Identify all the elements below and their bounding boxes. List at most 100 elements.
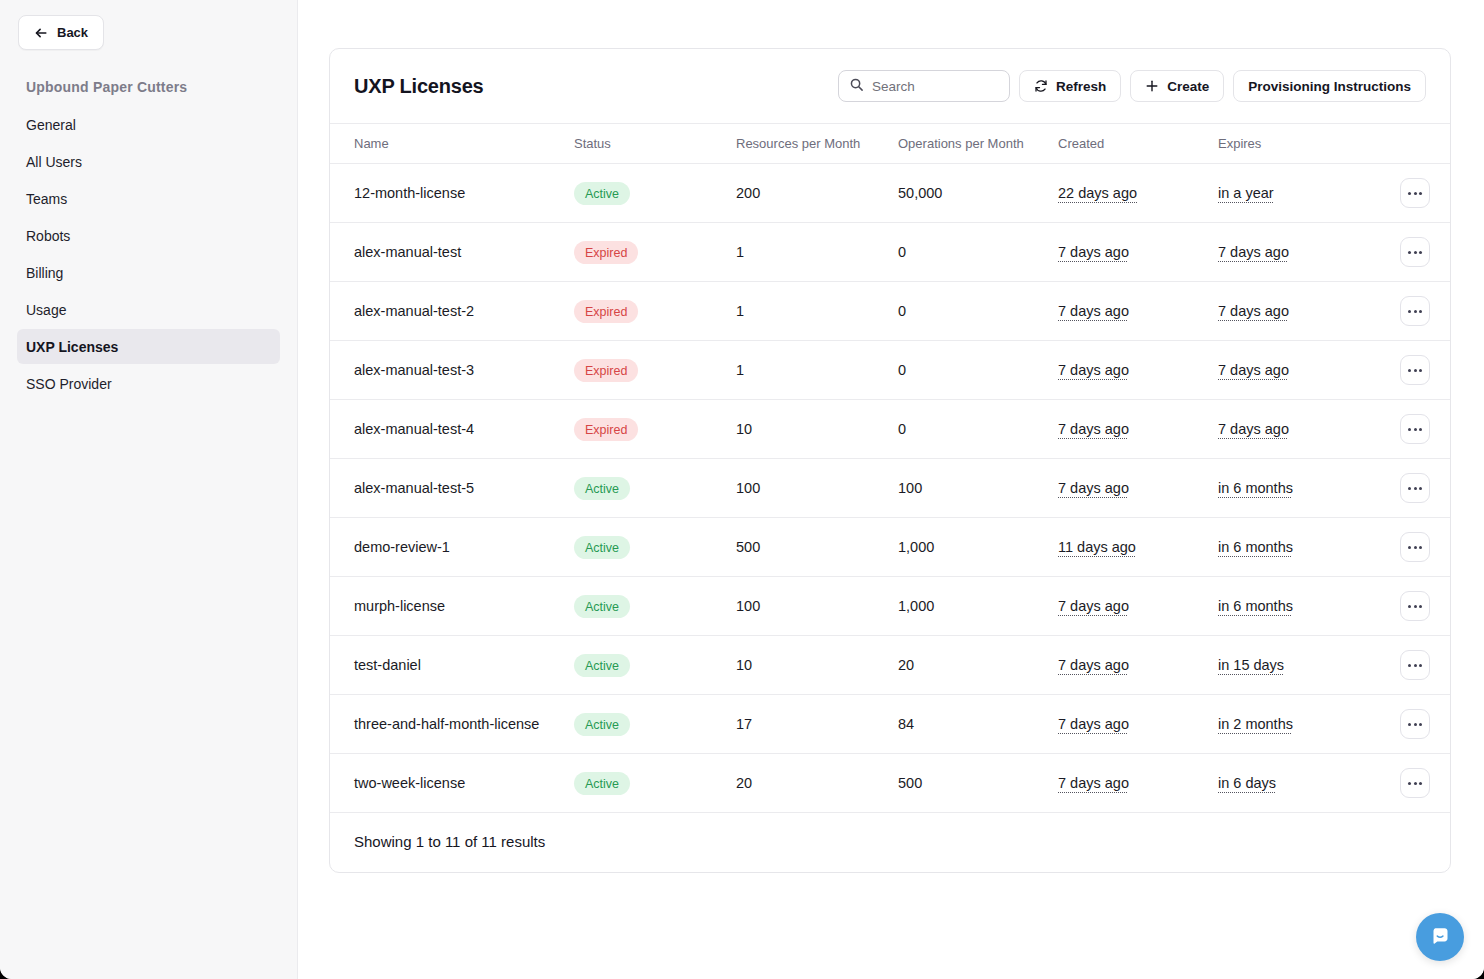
toolbar: Refresh Create Provisioning Instructions [838,70,1426,102]
resources-per-month-value: 500 [736,518,898,577]
search-input[interactable] [872,79,999,94]
expires-value: in 6 days [1218,775,1276,791]
status-badge: Active [574,182,630,205]
sidebar-item-label: All Users [26,154,82,170]
sidebar-item-teams[interactable]: Teams [17,181,280,216]
chat-widget-button[interactable] [1416,913,1464,961]
sidebar-nav: General All Users Teams Robots Billing U… [0,107,297,401]
created-value: 7 days ago [1058,657,1129,673]
ellipsis-icon [1408,428,1411,431]
license-name: alex-manual-test [330,223,574,282]
created-value: 7 days ago [1058,480,1129,496]
ellipsis-icon [1408,723,1411,726]
ellipsis-icon [1408,192,1411,195]
expires-value: in 6 months [1218,598,1293,614]
status-badge: Expired [574,241,638,264]
refresh-button[interactable]: Refresh [1019,70,1121,102]
arrow-left-icon [34,26,48,40]
status-badge: Active [574,772,630,795]
back-button[interactable]: Back [18,15,104,50]
row-actions-button[interactable] [1400,591,1430,621]
license-name: demo-review-1 [330,518,574,577]
create-button[interactable]: Create [1130,70,1224,102]
license-name: murph-license [330,577,574,636]
sidebar: Back Upbound Paper Cutters General All U… [0,0,298,979]
expires-value: in 2 months [1218,716,1293,732]
column-header-actions [1388,124,1451,164]
sidebar-item-usage[interactable]: Usage [17,292,280,327]
resources-per-month-value: 100 [736,459,898,518]
license-name: three-and-half-month-license [330,695,574,754]
resources-per-month-value: 10 [736,400,898,459]
sidebar-item-label: Billing [26,265,63,281]
operations-per-month-value: 84 [898,695,1058,754]
resources-per-month-value: 10 [736,636,898,695]
expires-value: 7 days ago [1218,244,1289,260]
operations-per-month-value: 50,000 [898,164,1058,223]
row-actions-button[interactable] [1400,237,1430,267]
row-actions-button[interactable] [1400,709,1430,739]
sidebar-item-all-users[interactable]: All Users [17,144,280,179]
sidebar-item-uxp-licenses[interactable]: UXP Licenses [17,329,280,364]
table-row: murph-license Active 100 1,000 7 days ag… [330,577,1451,636]
column-header-created: Created [1058,124,1218,164]
license-name: alex-manual-test-2 [330,282,574,341]
status-badge: Active [574,477,630,500]
created-value: 22 days ago [1058,185,1137,201]
created-value: 7 days ago [1058,421,1129,437]
column-header-operations: Operations per Month [898,124,1058,164]
created-value: 7 days ago [1058,775,1129,791]
row-actions-button[interactable] [1400,473,1430,503]
operations-per-month-value: 0 [898,341,1058,400]
created-value: 7 days ago [1058,716,1129,732]
status-badge: Active [574,536,630,559]
row-actions-button[interactable] [1400,178,1430,208]
status-badge: Expired [574,418,638,441]
expires-value: in 6 months [1218,539,1293,555]
row-actions-button[interactable] [1400,414,1430,444]
table-row: alex-manual-test-3 Expired 1 0 7 days ag… [330,341,1451,400]
sidebar-item-billing[interactable]: Billing [17,255,280,290]
app-window: Back Upbound Paper Cutters General All U… [0,0,1484,979]
row-actions-button[interactable] [1400,768,1430,798]
back-label: Back [57,25,88,40]
status-badge: Active [574,713,630,736]
license-name: alex-manual-test-5 [330,459,574,518]
operations-per-month-value: 500 [898,754,1058,813]
row-actions-button[interactable] [1400,650,1430,680]
sidebar-item-sso-provider[interactable]: SSO Provider [17,366,280,401]
resources-per-month-value: 100 [736,577,898,636]
table-row: 12-month-license Active 200 50,000 22 da… [330,164,1451,223]
license-name: alex-manual-test-3 [330,341,574,400]
license-name: test-daniel [330,636,574,695]
row-actions-button[interactable] [1400,532,1430,562]
status-badge: Expired [574,359,638,382]
table-header-row: Name Status Resources per Month Operatio… [330,124,1451,164]
search-box [838,70,1010,102]
sidebar-item-label: UXP Licenses [26,339,118,355]
operations-per-month-value: 100 [898,459,1058,518]
column-header-resources: Resources per Month [736,124,898,164]
table-row: demo-review-1 Active 500 1,000 11 days a… [330,518,1451,577]
status-badge: Active [574,654,630,677]
provisioning-instructions-button[interactable]: Provisioning Instructions [1233,70,1426,102]
licenses-table: Name Status Resources per Month Operatio… [330,123,1451,813]
ellipsis-icon [1408,310,1411,313]
table-row: three-and-half-month-license Active 17 8… [330,695,1451,754]
sidebar-item-general[interactable]: General [17,107,280,142]
sidebar-item-robots[interactable]: Robots [17,218,280,253]
resources-per-month-value: 1 [736,282,898,341]
row-actions-button[interactable] [1400,296,1430,326]
operations-per-month-value: 0 [898,282,1058,341]
table-row: alex-manual-test-2 Expired 1 0 7 days ag… [330,282,1451,341]
resources-per-month-value: 1 [736,223,898,282]
license-name: two-week-license [330,754,574,813]
provisioning-instructions-label: Provisioning Instructions [1248,79,1411,94]
created-value: 11 days ago [1058,539,1136,555]
licenses-card: UXP Licenses [329,48,1451,873]
create-label: Create [1167,79,1209,94]
row-actions-button[interactable] [1400,355,1430,385]
sidebar-item-label: SSO Provider [26,376,112,392]
ellipsis-icon [1408,487,1411,490]
table-row: alex-manual-test-4 Expired 10 0 7 days a… [330,400,1451,459]
